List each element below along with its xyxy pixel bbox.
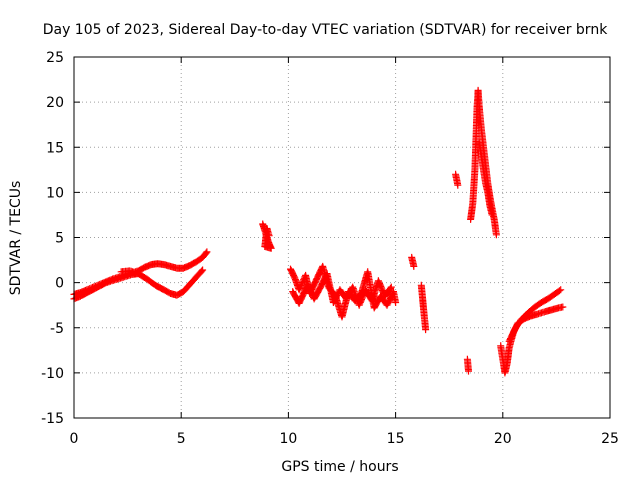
x-tick-label: 25	[601, 431, 619, 447]
data-point	[387, 283, 395, 291]
y-tick-label: 5	[55, 231, 64, 247]
data-point	[512, 316, 525, 332]
data-point	[381, 284, 394, 300]
data-point	[531, 299, 544, 311]
data-point	[544, 291, 557, 303]
y-tick-label: 0	[55, 276, 64, 292]
data-point	[143, 275, 158, 288]
x-tick-labels: 0 5 10 15 20 25	[70, 431, 619, 447]
data-point	[310, 284, 324, 303]
data-point	[94, 279, 109, 291]
data-points	[70, 86, 567, 377]
data-point	[192, 254, 205, 266]
y-tick-label: 25	[46, 50, 64, 66]
data-point	[503, 345, 513, 368]
data-series-arc-13	[497, 303, 567, 377]
y-tick-label: 20	[46, 95, 64, 111]
data-point	[518, 310, 531, 323]
data-point	[186, 274, 199, 288]
x-tick-label: 10	[279, 431, 297, 447]
data-point	[490, 215, 500, 237]
data-point	[173, 288, 186, 299]
data-point	[467, 201, 477, 223]
x-tick-label: 0	[70, 431, 79, 447]
data-point	[505, 325, 519, 345]
y-tick-label: 10	[46, 185, 64, 201]
y-tick-labels: -15 -10 -5 0 5 10 15 20 25	[41, 50, 64, 427]
data-point	[199, 249, 210, 261]
data-point	[409, 258, 417, 269]
data-point	[186, 259, 199, 269]
data-series-arc-4	[259, 220, 275, 252]
x-tick-label: 5	[177, 431, 186, 447]
grid-lines	[74, 57, 610, 418]
data-series-arc-2	[70, 270, 142, 303]
data-point	[199, 266, 207, 274]
data-point	[265, 232, 273, 240]
data-point	[422, 326, 430, 334]
axis-ticks	[73, 56, 611, 419]
data-series-arc-8	[417, 281, 430, 334]
data-point	[454, 181, 462, 189]
data-point	[392, 299, 400, 306]
data-series-arc-14	[505, 286, 565, 345]
data-point	[410, 262, 418, 270]
data-point	[408, 253, 416, 264]
y-tick-label: 15	[46, 140, 64, 156]
x-tick-label: 20	[494, 431, 512, 447]
data-point	[525, 304, 538, 316]
y-tick-label: -10	[41, 366, 64, 382]
data-point	[550, 287, 563, 298]
data-point	[203, 248, 211, 256]
data-point	[537, 296, 550, 306]
y-axis-title: SDTVAR / TECUs	[8, 181, 24, 296]
data-point	[85, 284, 100, 296]
x-axis-title: GPS time / hours	[281, 459, 398, 475]
data-point	[488, 211, 496, 219]
x-tick-label: 15	[387, 431, 405, 447]
data-series-arc-9	[452, 170, 462, 189]
data-series-arc-3	[117, 266, 207, 299]
data-point	[465, 367, 472, 375]
data-point	[76, 288, 92, 300]
data-point	[160, 286, 173, 297]
data-point	[559, 303, 567, 311]
data-point	[469, 167, 479, 207]
data-series-arc-7	[408, 253, 418, 270]
data-series-arc-6	[289, 270, 395, 309]
data-point	[134, 270, 150, 282]
data-point	[179, 282, 193, 296]
data-point	[192, 267, 206, 281]
y-tick-label: -5	[50, 321, 64, 337]
data-series-arc-10	[463, 355, 472, 375]
data-point	[557, 286, 565, 294]
chart-title: Day 105 of 2023, Sidereal Day-to-day VTE…	[43, 22, 608, 38]
y-tick-label: -15	[41, 411, 64, 427]
data-series-arc-12	[475, 139, 496, 219]
data-point	[492, 231, 500, 239]
